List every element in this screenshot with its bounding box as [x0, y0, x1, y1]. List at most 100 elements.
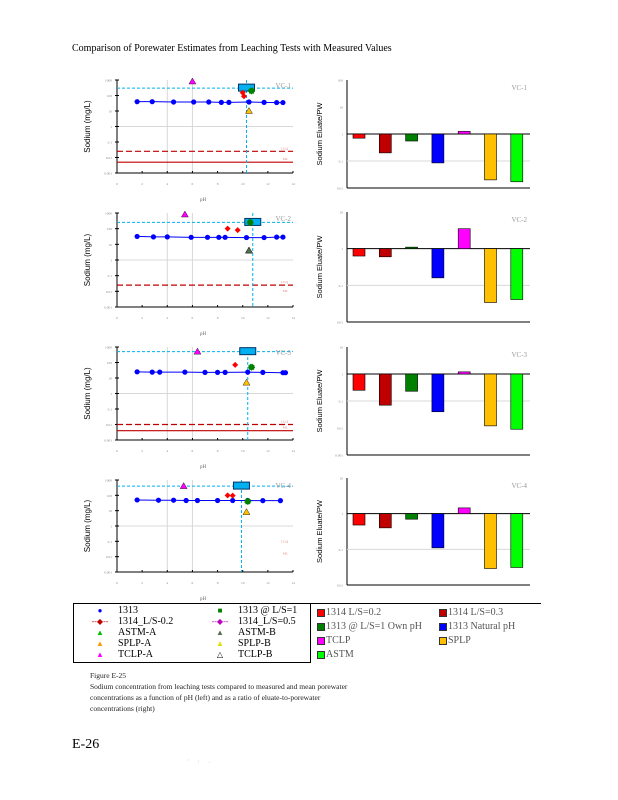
point-tclp-a [179, 482, 188, 489]
y-tick-label: 10 [109, 110, 113, 114]
point-1313 [280, 234, 286, 240]
chart-title: VC-4 [511, 482, 527, 490]
legend-item: ■ 1313 @ L/S=1 [206, 606, 298, 616]
bar-1313-l-s-1-own-ph [405, 246, 418, 249]
legend-swatch-icon [439, 637, 447, 645]
y-tick-label: 1 [341, 247, 343, 251]
chart-title: VC-4 [275, 482, 291, 490]
y-tick-label: 0.001 [104, 306, 112, 310]
point-1313 [282, 370, 289, 376]
point-1313 [182, 369, 188, 375]
legend-marker-icon: --◆-- [91, 617, 109, 626]
chart-vc-1-bar: 100 10 1 0.1 0.01 Sodium Eluate/PW VC-1 [315, 79, 530, 191]
point-1313 [191, 99, 197, 105]
y-tick-label: 0.01 [337, 427, 343, 431]
point-1313 [280, 99, 286, 106]
legend-label: SPLP [448, 635, 471, 646]
legend-marker-icon: ▲ [96, 650, 104, 659]
x-tick-label: 2 [141, 581, 143, 585]
chart-vc-4-bar: 10 1 0.1 0.01 Sodium Eluate/PW VC-4 [315, 477, 530, 588]
y-tick-label: 10 [109, 243, 113, 247]
y-tick-label: 0.001 [104, 172, 112, 176]
x-axis-label: pH [200, 465, 207, 470]
bar-1314-l-s-0-3 [378, 133, 392, 154]
x-tick-label: 2 [141, 449, 143, 453]
page-header: Comparison of Porewater Estimates from L… [72, 43, 392, 54]
bar-astm [510, 373, 524, 430]
legend-swatch-icon [317, 623, 325, 631]
y-tick-label: 100 [107, 227, 113, 231]
bar-splp [484, 373, 497, 427]
legend-item: ▲ ASTM-A [86, 628, 156, 638]
bar-1313-natural-ph [431, 373, 445, 413]
figure-caption: Figure E-25 Sodium concentration from le… [90, 670, 347, 714]
legend-item: ● 1313 [86, 606, 138, 616]
bar-tclp [457, 131, 471, 135]
point-1313-ls1 [244, 497, 252, 505]
caption-line: concentrations (right) [90, 704, 155, 713]
x-tick-label: 14 [291, 182, 295, 186]
point-1313-ls1 [246, 218, 254, 226]
y-tick-label: 0.1 [339, 400, 344, 404]
legend-item: ▲ ASTM-B [206, 628, 276, 638]
point-1313 [260, 498, 266, 504]
x-tick-label: 8 [217, 449, 219, 453]
y-tick-label: 0.01 [106, 423, 112, 427]
legend-label: 1314_L/S=0.5 [238, 616, 296, 627]
point-1313 [134, 497, 140, 503]
y-tick-label: 10 [340, 346, 344, 350]
point-1313 [204, 234, 211, 240]
y-tick-label: 1 [110, 392, 112, 396]
legend-item: --◆-- 1314_L/S-0.2 [86, 616, 174, 627]
bar-1314-l-s-0-3 [378, 513, 392, 529]
legend-label: 1314 L/S=0.3 [448, 607, 504, 618]
x-tick-label: 6 [192, 182, 194, 186]
chart-vc-2-scatter: 1000 100 10 1 0.1 0.01 0.001 0 2 4 6 8 10 12 14 pH Sodiu… [83, 210, 295, 337]
y-tick-label: 1000 [105, 79, 112, 83]
figure-number: Figure E-25 [90, 671, 127, 680]
y-tick-label: 0.001 [104, 571, 112, 575]
legend-item: 1313 @ L/S=1 Own pH [317, 622, 422, 632]
point-1313 [214, 369, 221, 375]
point-1313 [157, 369, 163, 375]
x-tick-label: 12 [266, 316, 270, 320]
x-axis-label: pH [200, 597, 207, 602]
measured-porewater-marker [232, 481, 250, 490]
legend-label: 1314 L/S=0.2 [326, 607, 382, 618]
y-tick-label: 0.01 [106, 555, 112, 559]
point-1313-ls1 [248, 87, 256, 95]
bar-1313-natural-ph [431, 133, 445, 164]
point-1313 [216, 234, 222, 240]
y-axis-label: Sodium Eluate/PW [315, 369, 324, 433]
measured-porewater-marker [237, 83, 255, 92]
chart-vc-2-bar: 10 1 0.1 0.01 Sodium Eluate/PW VC-2 [315, 211, 530, 325]
chart-title: VC-2 [511, 216, 527, 224]
point-splp-a [242, 378, 251, 386]
chart-title: VC-3 [275, 349, 291, 357]
x-axis-label: pH [200, 198, 207, 203]
point-1313 [261, 234, 267, 241]
bar-tclp [457, 507, 471, 514]
point-tclp-a [193, 347, 202, 355]
legend-marker-icon: ▲ [96, 628, 104, 637]
x-tick-label: 12 [266, 581, 270, 585]
legend-label: 1314_L/S-0.2 [118, 616, 174, 627]
point-1313 [218, 99, 224, 105]
y-tick-label: 10 [340, 211, 344, 215]
x-tick-label: 6 [192, 581, 194, 585]
point-1314 [229, 492, 236, 499]
chart-title: VC-2 [275, 215, 291, 223]
y-tick-label: 100 [107, 361, 113, 365]
legend-item: 1313 Natural pH [439, 622, 515, 632]
point-splp-a [242, 508, 251, 515]
legend-item: ASTM [317, 650, 354, 660]
x-tick-label: 0 [116, 581, 118, 585]
y-tick-label: 0.01 [337, 321, 343, 325]
chart-vc-3-bar: 10 1 0.1 0.01 0.001 Sodium Eluate/PW VC-3 [315, 346, 530, 458]
point-astm-b [245, 246, 253, 254]
legend-label: 1313 Natural pH [448, 621, 516, 632]
y-axis-label: Sodium (mg/L) [83, 233, 92, 286]
llq-label: LLQ [281, 280, 288, 284]
y-tick-label: 0.1 [108, 408, 113, 412]
